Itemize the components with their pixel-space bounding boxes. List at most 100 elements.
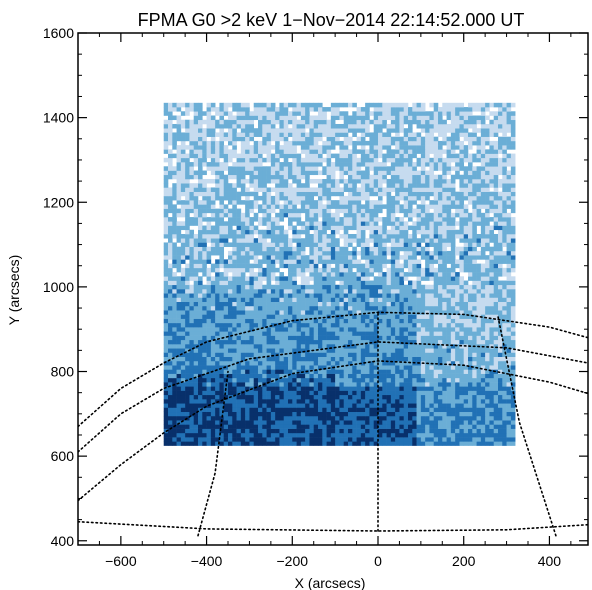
heatmap-cell <box>253 238 259 243</box>
heatmap-cell <box>326 183 332 188</box>
heatmap-cell <box>510 377 516 383</box>
heatmap-cell <box>442 233 447 239</box>
heatmap-cell <box>429 276 435 281</box>
heatmap-cell <box>425 255 430 260</box>
heatmap-cell <box>502 314 507 319</box>
heatmap-cell <box>210 310 216 315</box>
heatmap-cell <box>403 339 409 345</box>
heatmap-cell <box>210 242 216 247</box>
heatmap-cell <box>438 183 443 188</box>
heatmap-cell <box>360 221 366 226</box>
heatmap-cell <box>356 327 362 332</box>
heatmap-cell <box>279 331 285 336</box>
heatmap-cell <box>253 441 259 446</box>
heatmap-cell <box>352 174 357 180</box>
heatmap-cell <box>382 242 387 247</box>
heatmap-cell <box>408 411 413 417</box>
heatmap-cell <box>493 382 499 387</box>
heatmap-cell <box>378 233 383 239</box>
heatmap-cell <box>202 322 207 328</box>
heatmap-cell <box>395 225 400 231</box>
heatmap-cell <box>189 187 195 192</box>
heatmap-cell <box>433 441 439 446</box>
heatmap-cell <box>219 377 225 383</box>
heatmap-cell <box>502 238 507 243</box>
heatmap-cell <box>245 200 250 205</box>
heatmap-cell <box>283 399 289 404</box>
heatmap-cell <box>378 415 383 421</box>
heatmap-cell <box>189 318 195 324</box>
heatmap-cell <box>236 386 242 391</box>
heatmap-cell <box>416 335 422 341</box>
heatmap-cell <box>412 297 417 302</box>
heatmap-cell <box>176 344 182 349</box>
heatmap-cell <box>498 428 503 434</box>
heatmap-cell <box>322 441 327 446</box>
heatmap-cell <box>300 305 306 311</box>
heatmap-cell <box>232 428 237 434</box>
heatmap-cell <box>219 339 225 345</box>
heatmap-cell <box>450 212 456 218</box>
heatmap-cell <box>253 318 259 324</box>
heatmap-cell <box>489 322 495 328</box>
heatmap-cell <box>356 407 362 413</box>
heatmap-cell <box>412 272 417 277</box>
heatmap-cell <box>309 200 315 205</box>
heatmap-cell <box>369 394 375 400</box>
heatmap-cell <box>330 339 336 345</box>
heatmap-cell <box>288 432 293 438</box>
heatmap-cell <box>258 386 263 391</box>
heatmap-cell <box>412 369 417 374</box>
heatmap-cell <box>502 403 507 408</box>
heatmap-cell <box>296 441 302 446</box>
heatmap-cell <box>493 293 499 298</box>
heatmap-cell <box>266 352 272 357</box>
heatmap-cell <box>433 250 439 256</box>
heatmap-cell <box>352 208 357 214</box>
heatmap-cell <box>210 322 216 328</box>
heatmap-cell <box>288 238 293 243</box>
heatmap-cell <box>476 195 482 201</box>
heatmap-cell <box>292 191 297 197</box>
heatmap-cell <box>386 399 392 404</box>
heatmap-cell <box>395 428 400 434</box>
heatmap-cell <box>498 437 503 442</box>
heatmap-cell <box>176 432 182 438</box>
heatmap-cell <box>219 272 225 277</box>
heatmap-cell <box>365 360 370 366</box>
heatmap-cell <box>378 255 383 260</box>
heatmap-cell <box>198 352 203 357</box>
heatmap-cell <box>318 331 323 336</box>
heatmap-cell <box>313 399 319 404</box>
heatmap-cell <box>472 217 477 222</box>
heatmap-cell <box>386 178 392 184</box>
heatmap-cell <box>206 255 212 260</box>
heatmap-cell <box>189 386 195 391</box>
heatmap-cell <box>215 428 220 434</box>
heatmap-cell <box>240 250 246 256</box>
heatmap-cell <box>300 280 306 286</box>
heatmap-cell <box>228 356 233 362</box>
heatmap-cell <box>442 191 447 197</box>
heatmap-cell <box>215 365 220 370</box>
heatmap-cell <box>275 441 280 446</box>
heatmap-cell <box>228 428 233 434</box>
heatmap-cell <box>189 399 195 404</box>
heatmap-cell <box>403 272 409 277</box>
heatmap-cell <box>463 403 469 408</box>
heatmap-cell <box>348 301 353 307</box>
heatmap-cell <box>403 411 409 417</box>
heatmap-cell <box>185 187 190 192</box>
heatmap-cell <box>202 183 207 188</box>
heatmap-cell <box>215 212 220 218</box>
heatmap-cell <box>468 314 473 319</box>
heatmap-cell <box>472 403 477 408</box>
heatmap-cell <box>249 272 255 277</box>
heatmap-cell <box>236 373 242 379</box>
heatmap-cell <box>416 259 422 264</box>
heatmap-cell <box>399 399 405 404</box>
heatmap-cell <box>288 212 293 218</box>
heatmap-cell <box>450 432 456 438</box>
heatmap-cell <box>403 327 409 332</box>
heatmap-cell <box>408 386 413 391</box>
